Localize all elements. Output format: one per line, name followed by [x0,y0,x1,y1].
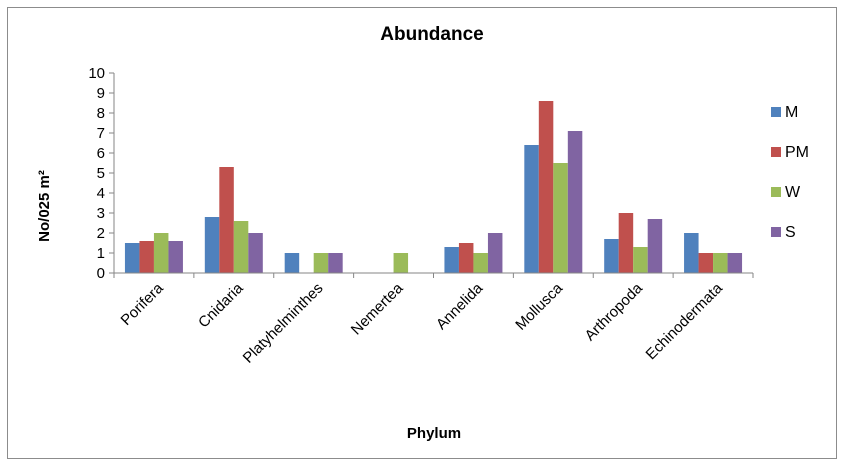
bar-m-cnidaria [204,217,220,273]
bar-s-annelida [487,233,503,273]
legend-swatch-pm [771,147,781,157]
bar-w-porifera [153,233,169,273]
bar-chart: Abundance No/025 m² Phylum 0 1 2 3 4 5 6 7 8 9 10 P… [36,24,809,442]
y-tick-label: 7 [97,125,105,142]
legend-label-s: S [785,224,796,241]
x-tick-label: Cnidaria [195,279,247,331]
y-tick-label: 5 [97,165,105,182]
bar-w-platyhelminthes [313,253,329,273]
legend-label-pm: PM [785,144,809,161]
bar-m-platyhelminthes [284,253,300,273]
bar-w-mollusca [553,163,568,273]
x-tick-label: Nemertea [348,279,407,338]
y-tick-label: 1 [97,245,105,262]
chart-title: Abundance [380,24,483,45]
bar-s-mollusca [567,131,583,273]
x-tick-label: Annelida [433,279,487,333]
legend-swatch-w [771,187,781,197]
bar-pm-cnidaria [219,167,234,273]
x-axis-title: Phylum [407,425,461,442]
bar-m-porifera [124,243,140,273]
bar-s-platyhelminthes [328,253,343,273]
y-tick-label: 0 [97,265,105,282]
plot-area: 0 1 2 3 4 5 6 7 8 9 10 Porifera CnidariaPlatyhelmint… [88,65,754,367]
bar-m-arthropoda [604,239,619,273]
y-axis-title: No/025 m² [36,170,53,242]
x-tick-label: Echinodermata [643,279,727,363]
bar-s-porifera [168,241,183,273]
bar-pm-mollusca [538,101,554,273]
legend: M PM W S [771,104,809,241]
bar-pm-annelida [458,243,474,273]
bar-pm-echinodermata [698,253,714,273]
bar-w-nemertea [393,253,409,273]
y-tick-label: 9 [97,85,105,102]
bar-w-annelida [473,253,488,273]
bar-w-arthropoda [633,247,648,273]
y-tick-label: 6 [97,145,105,162]
bar-s-cnidaria [248,233,263,273]
legend-label-m: M [785,104,798,121]
bar-w-echinodermata [713,253,728,273]
chart-frame: Abundance No/025 m² Phylum 0 1 2 3 4 5 6 7 8 9 10 P… [7,7,837,459]
y-tick-label: 4 [97,185,105,202]
y-tick-label: 2 [97,225,105,242]
y-tick-label: 3 [97,205,105,222]
x-tick-label: Porifera [118,279,168,329]
bar-pm-porifera [139,241,154,273]
bar-w-cnidaria [233,221,249,273]
legend-swatch-s [771,227,781,237]
y-tick-label: 10 [88,65,105,82]
bar-m-echinodermata [684,233,699,273]
x-tick-label: Platyhelminthes [240,280,327,367]
legend-swatch-m [771,107,781,117]
bar-s-arthropoda [647,219,663,273]
bar-s-echinodermata [727,253,743,273]
y-tick-label: 8 [97,105,105,122]
x-tick-label: Mollusca [512,279,566,333]
bar-m-mollusca [524,145,539,273]
bar-m-annelida [444,247,459,273]
x-tick-label: Arthropoda [582,279,647,344]
bar-pm-arthropoda [618,213,634,273]
legend-label-w: W [785,184,801,201]
